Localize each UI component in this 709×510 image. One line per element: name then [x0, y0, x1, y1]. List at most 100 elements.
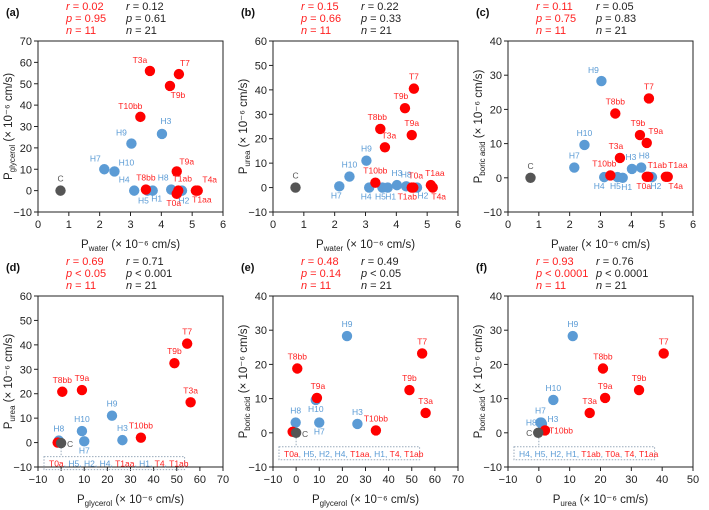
- grouped-point-label: T4: [155, 459, 165, 469]
- point-label: H2: [651, 181, 662, 191]
- y-axis-title: Pboric acid (× 10⁻⁶ cm/s): [473, 69, 487, 183]
- point-T4a: [192, 185, 203, 196]
- point-H10: [109, 166, 120, 177]
- point-H7: [99, 164, 110, 175]
- y-tick-label: 0: [261, 428, 267, 440]
- grouped-points-list: T0a, H5, H2, H4, T1aa, H1, T4, T1ab: [284, 449, 424, 459]
- point-H7: [569, 162, 580, 173]
- point-T9b: [634, 129, 646, 141]
- point-T9b: [404, 384, 415, 396]
- point-label: H3: [117, 423, 128, 433]
- point-label: T9a: [648, 126, 663, 136]
- stat-r-all: r = 0.71: [126, 256, 164, 268]
- point-T8bb: [597, 363, 609, 374]
- panel-label: (a): [6, 7, 20, 19]
- stat-p-all: p < 0.001: [125, 268, 172, 280]
- y-tick-label: −10: [483, 462, 502, 474]
- stat-n-treated: n = 11: [66, 25, 96, 37]
- point-label: T7: [180, 58, 190, 68]
- point-label: H7: [79, 445, 90, 455]
- y-tick-label: −10: [13, 207, 32, 219]
- point-H10: [344, 171, 355, 182]
- point-T7: [643, 93, 655, 104]
- x-tick-label: 60: [194, 474, 206, 486]
- point-T3a: [185, 397, 196, 408]
- x-tick-label: 0: [35, 219, 41, 231]
- point-label: T8bb: [593, 352, 613, 362]
- x-tick-label: 4: [158, 219, 164, 231]
- x-tick-label: 30: [625, 474, 637, 486]
- y-tick-label: 50: [255, 60, 267, 72]
- point-label: T1ab: [648, 160, 668, 170]
- stat-r-all: r = 0.12: [126, 1, 164, 13]
- point-label: H9: [588, 65, 599, 75]
- y-tick-label: 40: [490, 36, 502, 48]
- y-tick-label: 20: [490, 104, 502, 116]
- x-axis-title: Pglycerol (× 10⁻⁶ cm/s): [77, 494, 184, 508]
- x-tick-label: 3: [597, 219, 603, 231]
- y-tick-label: 0: [26, 438, 32, 450]
- point-label: T9a: [75, 373, 90, 383]
- point-T1ab: [643, 171, 654, 182]
- grouped-point-label: T1aa: [350, 449, 370, 459]
- point-T9b: [399, 102, 411, 114]
- point-T9a: [406, 129, 417, 141]
- x-tick-label: 70: [452, 474, 464, 486]
- point-H3: [156, 128, 168, 140]
- y-tick-label: 30: [20, 364, 32, 376]
- grouped-point-label: T1ab: [581, 449, 601, 459]
- x-tick-label: 6: [220, 219, 226, 231]
- x-tick-label: 50: [687, 474, 699, 486]
- point-label: H7: [90, 153, 101, 163]
- x-tick-label: 2: [332, 219, 338, 231]
- y-tick-label: 60: [255, 36, 267, 48]
- stat-n-all: n = 21: [126, 25, 157, 37]
- point-label: T7: [644, 81, 654, 91]
- point-T8bb: [140, 184, 152, 195]
- y-tick-label: 60: [20, 57, 32, 69]
- point-T10bb: [135, 432, 147, 443]
- y-tick-label: 30: [255, 109, 267, 121]
- x-tick-label: 6: [690, 219, 696, 231]
- point-label: T4a: [668, 181, 683, 191]
- point-T10bb: [370, 425, 382, 436]
- y-tick-label: 30: [255, 325, 267, 337]
- y-tick-label: 0: [261, 183, 267, 195]
- point-T7: [416, 348, 428, 359]
- point-label: T9a: [404, 118, 419, 128]
- stat-n-treated: n = 11: [301, 280, 331, 292]
- point-label: H4: [361, 192, 372, 202]
- point-T8bb: [292, 363, 303, 374]
- point-C: [290, 182, 301, 193]
- stat-p-all: p = 0.61: [125, 13, 166, 25]
- grouped-point-label: H1: [139, 459, 150, 469]
- point-label: T0a: [636, 181, 651, 191]
- point-H4: [129, 185, 140, 196]
- panel-b: (b) r = 0.15p = 0.66n = 11 r = 0.22p = 0.3…: [238, 1, 461, 253]
- stat-n-treated: n = 11: [301, 25, 331, 37]
- stat-n-all: n = 21: [361, 280, 392, 292]
- point-H10: [548, 394, 559, 406]
- point-label: H3: [547, 414, 558, 424]
- point-C: [533, 427, 544, 438]
- y-tick-label: −10: [248, 462, 267, 474]
- point-label: H2: [179, 196, 190, 206]
- plot-frame: [272, 295, 459, 468]
- point-H9: [567, 330, 578, 342]
- grouped-point-label: H1: [374, 449, 385, 459]
- panel-e: (e) r = 0.48p = 0.14n = 11 r = 0.49p < 0.0…: [238, 256, 464, 508]
- x-tick-label: 50: [406, 474, 418, 486]
- x-tick-label: 10: [313, 474, 325, 486]
- point-T7: [408, 83, 420, 94]
- y-tick-label: 20: [20, 143, 32, 155]
- x-axis-title: Pwater (× 10⁻⁶ cm/s): [81, 239, 180, 253]
- point-T8bb: [610, 108, 621, 119]
- panel-label: (b): [241, 7, 255, 19]
- y-tick-label: 30: [490, 70, 502, 82]
- point-label: H7: [569, 151, 580, 161]
- x-tick-label: 30: [359, 474, 371, 486]
- point-H8: [636, 162, 647, 173]
- point-label: T1ab: [173, 174, 193, 184]
- point-label: C: [302, 429, 308, 439]
- point-label: T10bb: [129, 421, 153, 431]
